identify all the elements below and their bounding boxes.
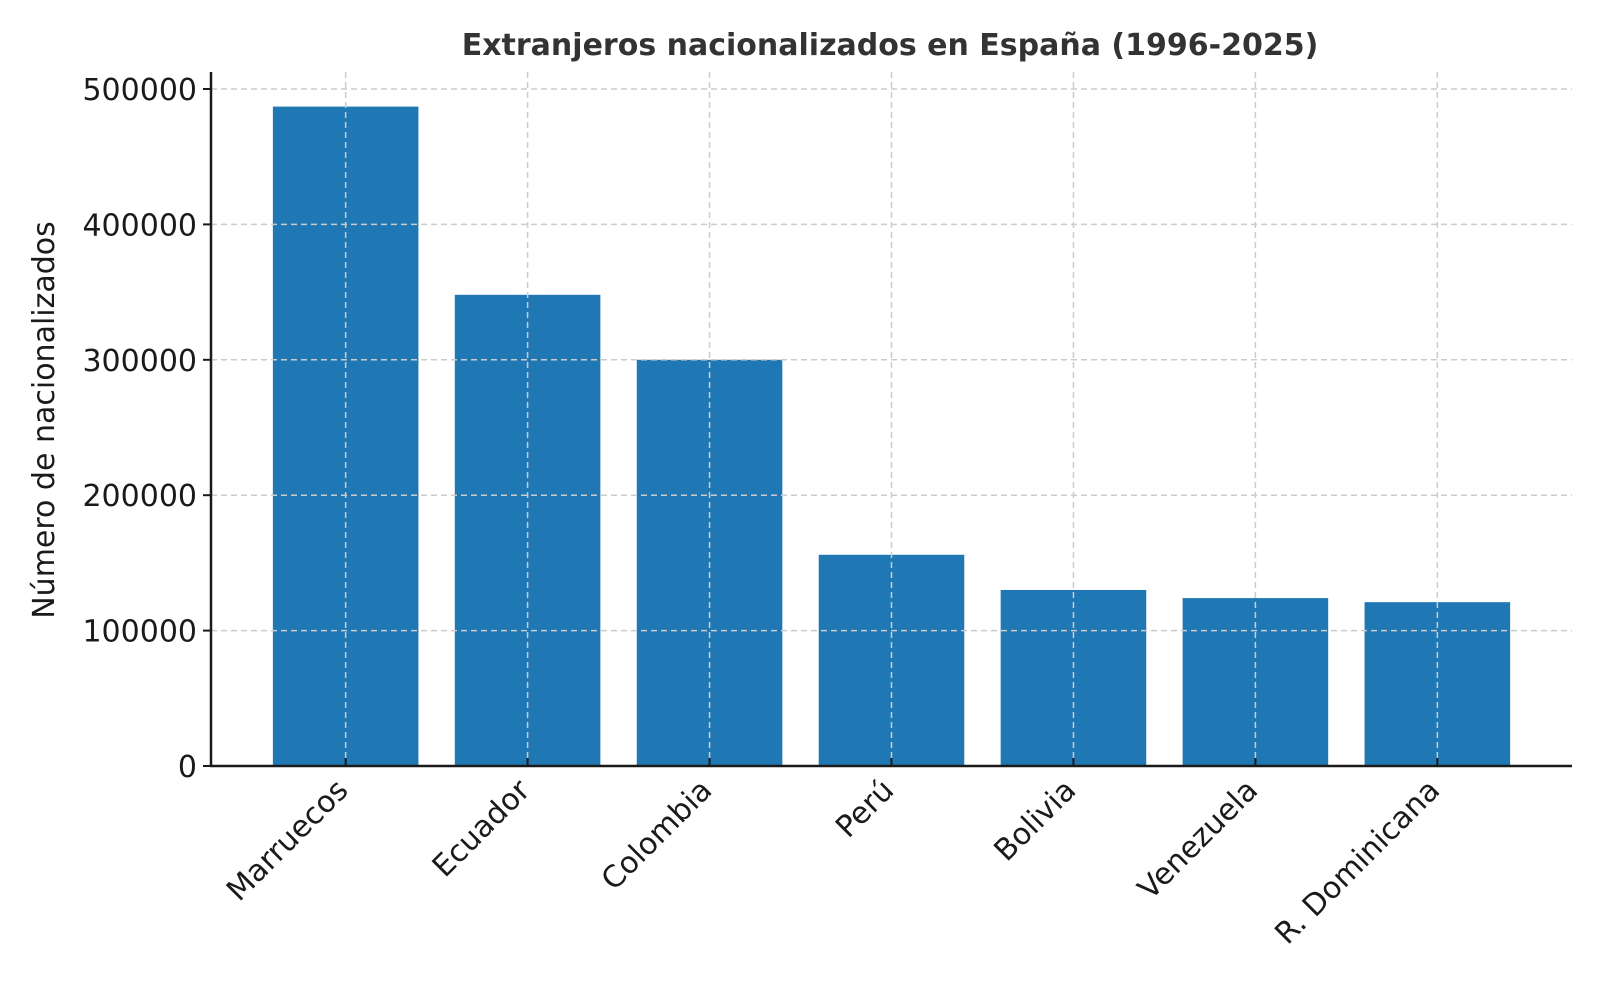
y-axis-label: Número de nacionalizados (27, 221, 62, 619)
y-tick-label: 200000 (82, 479, 197, 514)
y-tick-label: 100000 (82, 615, 197, 650)
y-tick-label: 0 (178, 750, 197, 785)
y-tick-label: 400000 (82, 208, 197, 243)
x-tick-labels: Marruecos Ecuador Colombia Perú Bolivia Venez… (220, 772, 1447, 951)
x-tick-label: Bolivia (988, 773, 1084, 869)
x-tick-label: Venezuela (1131, 773, 1265, 907)
y-tick-label: 300000 (82, 344, 197, 379)
axes-layer (203, 72, 1572, 768)
y-tick-label: 500000 (82, 73, 197, 108)
chart-title: Extranjeros nacionalizados en España (19… (462, 28, 1319, 63)
x-tick-label: Marruecos (220, 773, 355, 908)
bar-3 (818, 554, 965, 766)
x-tick-label: Colombia (595, 773, 719, 897)
x-tick-label: Ecuador (426, 772, 538, 884)
x-tick-label: R. Dominicana (1268, 773, 1447, 952)
y-tick-labels: 0 100000 200000 300000 400000 500000 (82, 73, 197, 785)
x-tick-label: Perú (829, 773, 901, 845)
